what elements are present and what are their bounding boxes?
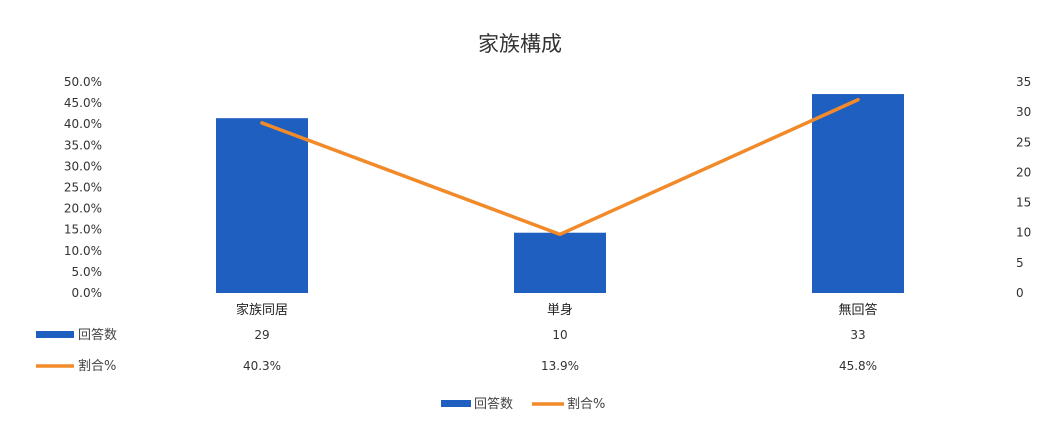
line-point (558, 232, 562, 236)
left-y-tick-label: 30.0% (64, 159, 102, 173)
left-y-tick-label: 40.0% (64, 117, 102, 131)
table-cell: 45.8% (839, 359, 877, 373)
bar-series (216, 94, 904, 294)
category-axis: 家族同居 単身 無回答 (236, 302, 878, 318)
line-point (260, 121, 264, 125)
legend-label: 割合% (567, 396, 605, 412)
legend-label: 回答数 (474, 396, 513, 412)
right-y-axis: 0 5 10 15 20 25 30 35 (1016, 75, 1031, 300)
legend: 回答数 割合% (441, 396, 605, 412)
right-y-tick-label: 10 (1016, 226, 1031, 240)
left-y-tick-label: 5.0% (72, 265, 103, 279)
legend-swatch-bar (441, 400, 471, 407)
table-cell: 10 (552, 328, 567, 342)
bar (216, 118, 308, 294)
left-y-tick-label: 15.0% (64, 223, 102, 237)
right-y-tick-label: 15 (1016, 196, 1031, 210)
right-y-tick-label: 20 (1016, 165, 1031, 179)
category-label: 無回答 (838, 302, 877, 318)
bar (812, 94, 904, 293)
data-table: 回答数 29 10 33 割合% 40.3% 13.9% 45.8% (36, 327, 877, 374)
table-row-label: 回答数 (78, 327, 117, 343)
bar (514, 232, 606, 293)
line-series (260, 97, 860, 237)
left-y-tick-label: 20.0% (64, 202, 102, 216)
table-row-label: 割合% (78, 358, 116, 374)
left-y-tick-label: 10.0% (64, 244, 102, 258)
table-key-swatch (36, 331, 74, 338)
line-path (260, 97, 860, 237)
right-y-tick-label: 25 (1016, 135, 1031, 149)
left-y-tick-label: 35.0% (64, 138, 102, 152)
left-y-axis: 0.0% 5.0% 10.0% 15.0% 20.0% 25.0% 30.0% 35.0% 40… (64, 75, 102, 300)
left-y-tick-label: 25.0% (64, 181, 102, 195)
left-y-tick-label: 50.0% (64, 75, 102, 89)
table-cell: 33 (850, 328, 865, 342)
right-y-tick-label: 0 (1016, 286, 1024, 300)
chart-title: 家族構成 (478, 32, 562, 56)
right-y-tick-label: 5 (1016, 256, 1024, 270)
table-cell: 29 (254, 328, 269, 342)
table-cell: 40.3% (243, 359, 281, 373)
category-label: 家族同居 (236, 302, 288, 318)
left-y-tick-label: 45.0% (64, 96, 102, 110)
table-cell: 13.9% (541, 359, 579, 373)
right-y-tick-label: 30 (1016, 105, 1031, 119)
right-y-tick-label: 35 (1016, 75, 1031, 89)
line-point (856, 98, 860, 102)
left-y-tick-label: 0.0% (72, 286, 103, 300)
category-label: 単身 (547, 302, 573, 318)
